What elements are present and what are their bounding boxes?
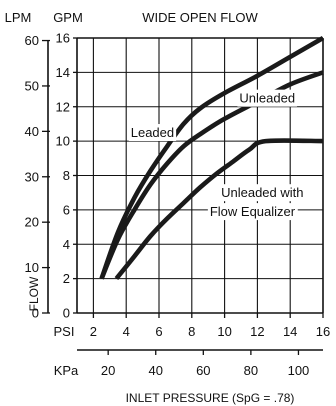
lpm-unit-label: LPM <box>5 10 32 25</box>
lpm-tick-label: 30 <box>25 169 39 184</box>
annotation-background <box>219 184 306 202</box>
annotation-background <box>128 124 177 142</box>
psi-tick-label: 12 <box>250 324 264 339</box>
psi-unit-label: PSI <box>54 324 75 339</box>
gpm-tick-label: 12 <box>56 99 70 114</box>
kpa-tick-label: 60 <box>196 363 210 378</box>
lpm-tick-label: 20 <box>25 215 39 230</box>
gpm-tick-label: 4 <box>63 237 70 252</box>
gpm-tick-label: 14 <box>56 65 70 80</box>
series-annotation-label: Leaded <box>131 125 174 140</box>
series-annotation-label: Unleaded with <box>221 185 303 200</box>
gpm-tick-label: 16 <box>56 31 70 46</box>
psi-tick-label: 16 <box>316 324 330 339</box>
kpa-tick-label: 80 <box>244 363 258 378</box>
annotation-background <box>207 203 298 221</box>
series-annotation: Unleaded <box>237 89 298 107</box>
gpm-tick-label: 8 <box>63 168 70 183</box>
kpa-tick-label: 40 <box>149 363 163 378</box>
lpm-tick-label: 50 <box>25 78 39 93</box>
chart-title: WIDE OPEN FLOW <box>142 10 258 25</box>
gpm-tick-label: 6 <box>63 202 70 217</box>
psi-tick-label: 10 <box>217 324 231 339</box>
x-axis-title: INLET PRESSURE (SpG = .78) <box>126 391 295 405</box>
series-annotation-label: Flow Equalizer <box>210 204 296 219</box>
psi-tick-label: 2 <box>90 324 97 339</box>
kpa-tick-label: 100 <box>288 363 310 378</box>
series-annotation: Leaded <box>128 124 177 142</box>
series-annotation-label: Unleaded <box>239 91 295 106</box>
kpa-unit-label: KPa <box>54 363 79 378</box>
lpm-tick-label: 0 <box>32 306 39 321</box>
gpm-tick-label: 2 <box>63 271 70 286</box>
gpm-tick-label: 0 <box>63 306 70 321</box>
lpm-tick-label: 10 <box>25 260 39 275</box>
annotation-background <box>237 89 298 107</box>
psi-tick-label: 14 <box>283 324 297 339</box>
series-line-leaded <box>99 36 325 280</box>
kpa-tick-label: 20 <box>101 363 115 378</box>
y-axis-title: FLOW <box>27 276 41 311</box>
gpm-unit-label: GPM <box>53 10 83 25</box>
series-annotation: Unleaded with <box>219 184 306 202</box>
series-annotation: Flow Equalizer <box>207 203 298 221</box>
series-line-unleaded-flow-equalizer <box>114 138 324 281</box>
lpm-tick-label: 60 <box>25 33 39 48</box>
psi-tick-label: 6 <box>155 324 162 339</box>
lpm-tick-label: 40 <box>25 124 39 139</box>
psi-tick-label: 4 <box>123 324 130 339</box>
psi-tick-label: 8 <box>188 324 195 339</box>
gpm-tick-label: 10 <box>56 134 70 149</box>
